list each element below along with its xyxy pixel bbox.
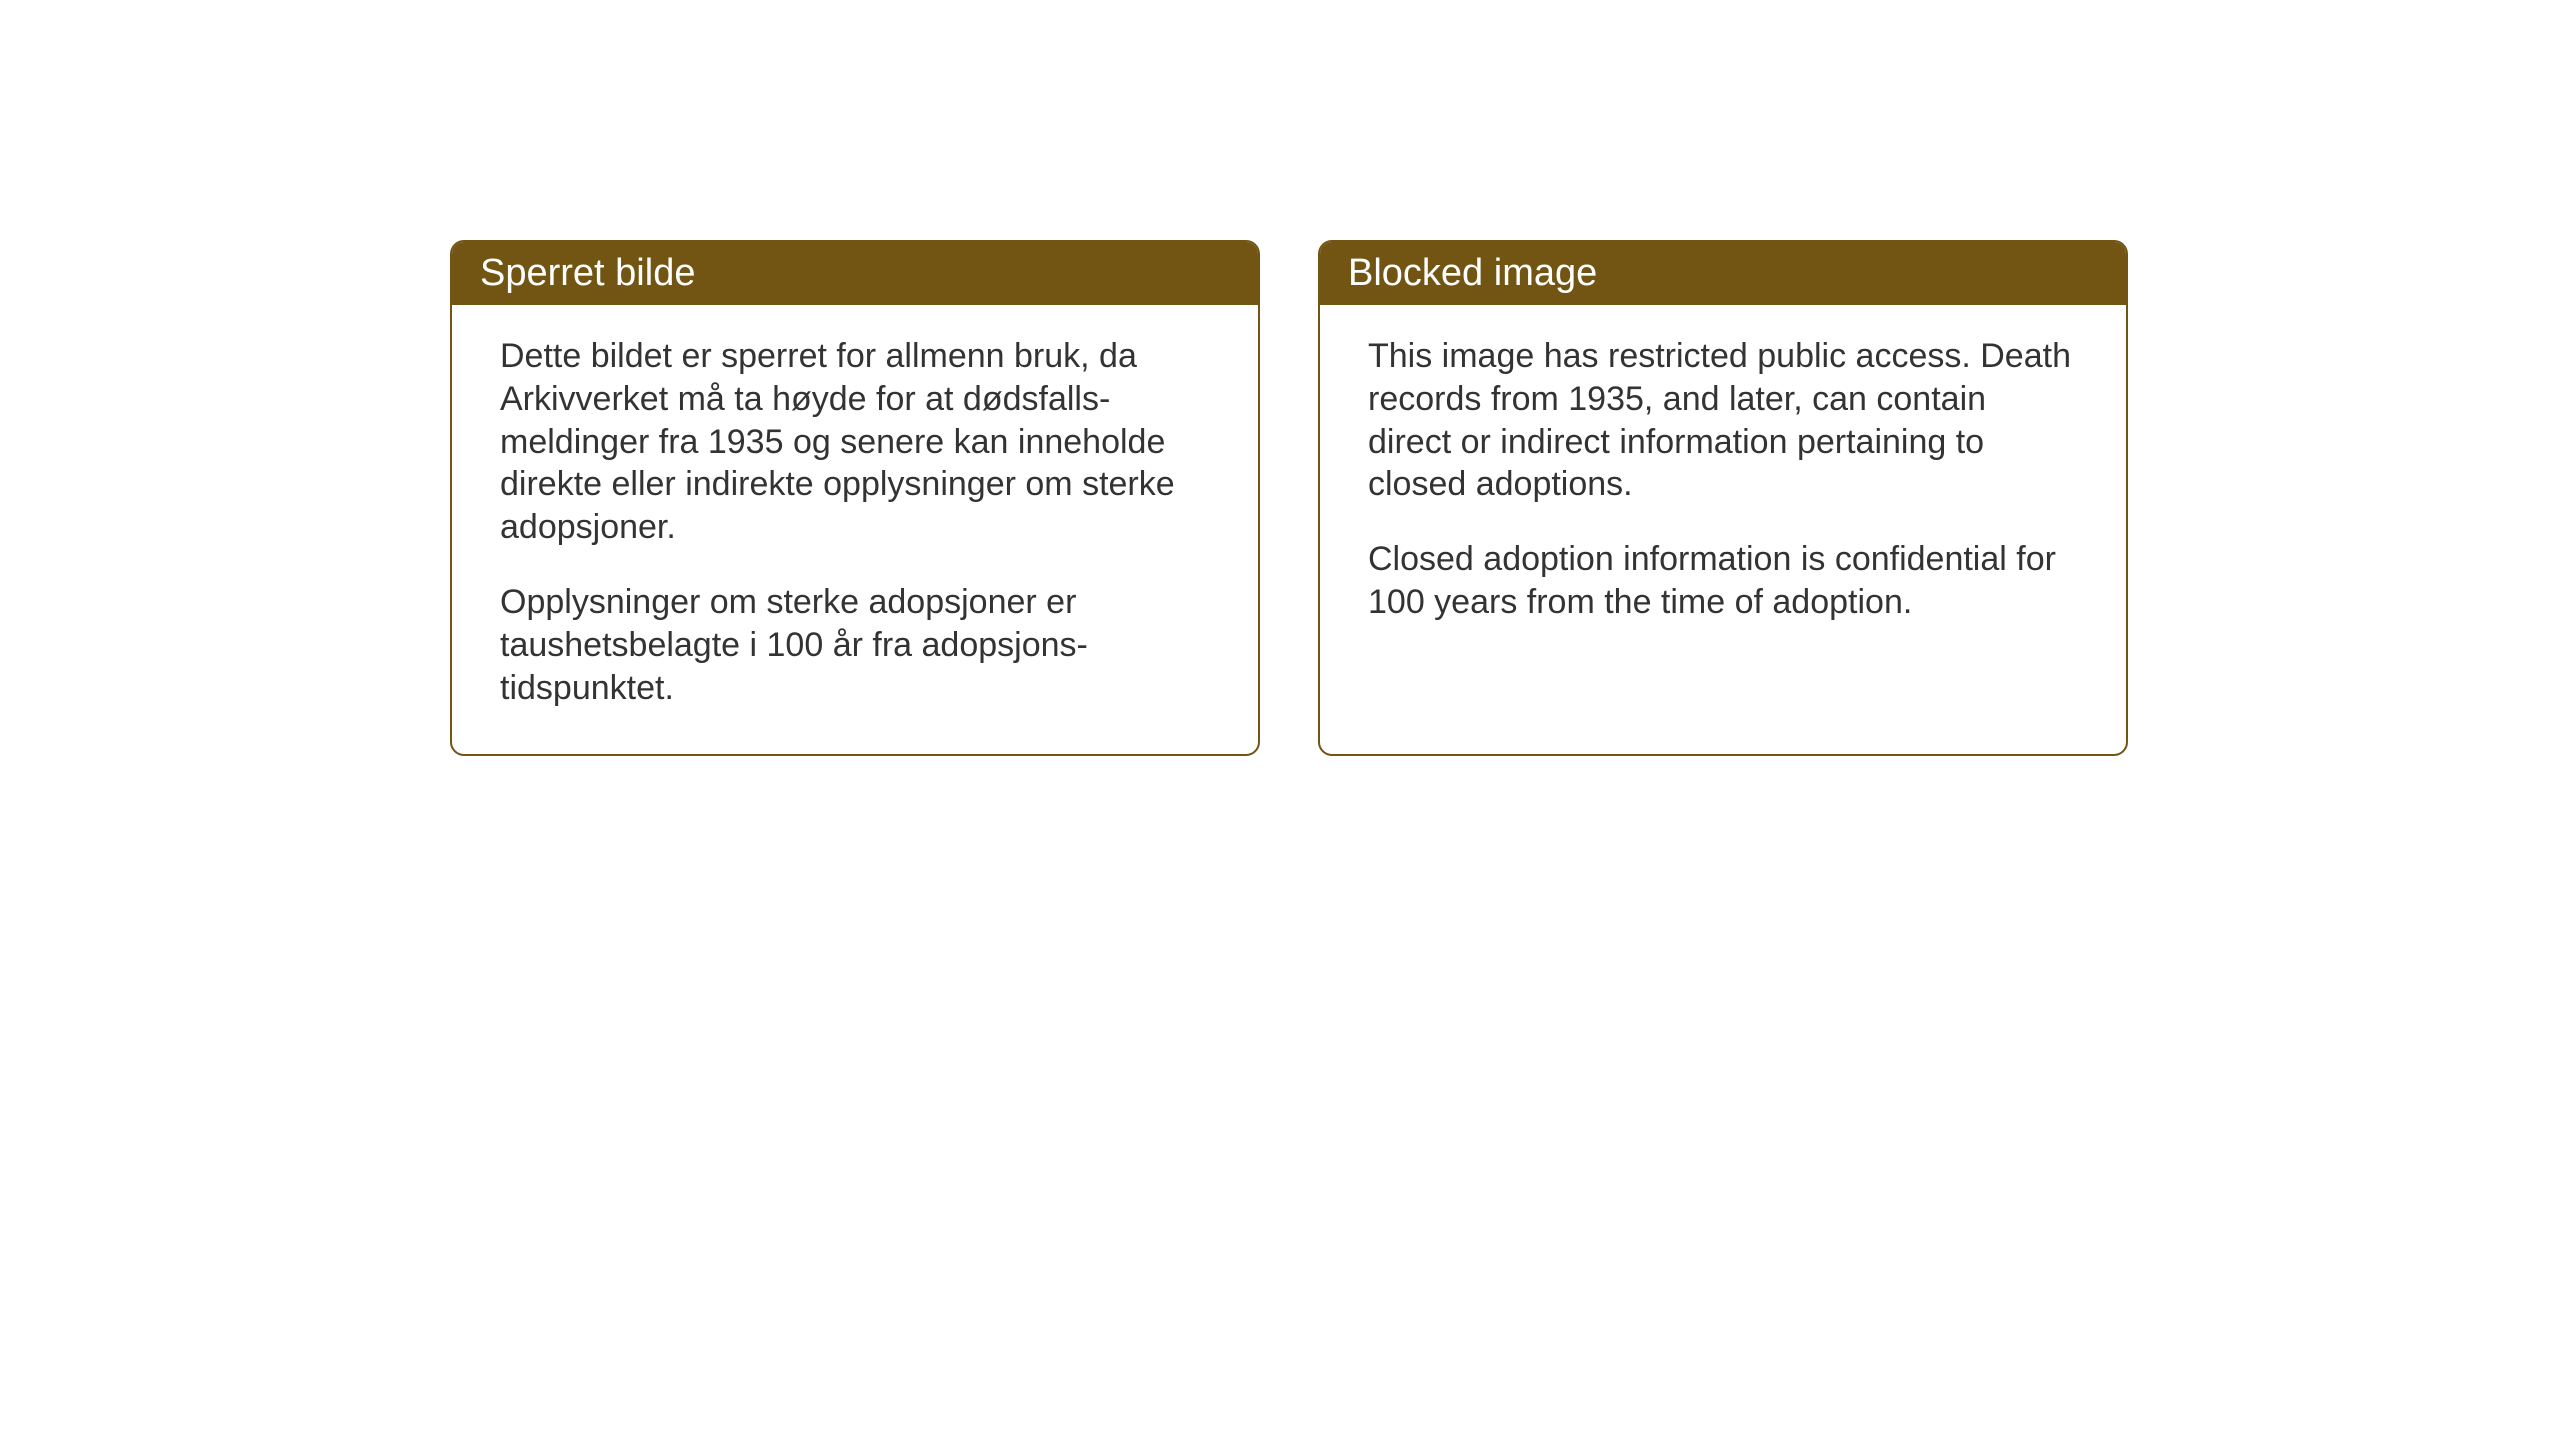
norwegian-paragraph-2: Opplysninger om sterke adopsjoner er tau…	[500, 581, 1210, 709]
english-paragraph-1: This image has restricted public access.…	[1368, 335, 2078, 506]
norwegian-notice-card: Sperret bilde Dette bildet er sperret fo…	[450, 240, 1260, 756]
norwegian-paragraph-1: Dette bildet er sperret for allmenn bruk…	[500, 335, 1210, 549]
english-card-body: This image has restricted public access.…	[1320, 305, 2126, 668]
english-card-title: Blocked image	[1320, 242, 2126, 305]
english-paragraph-2: Closed adoption information is confident…	[1368, 538, 2078, 624]
norwegian-card-body: Dette bildet er sperret for allmenn bruk…	[452, 305, 1258, 754]
english-notice-card: Blocked image This image has restricted …	[1318, 240, 2128, 756]
notice-cards-container: Sperret bilde Dette bildet er sperret fo…	[450, 240, 2128, 756]
norwegian-card-title: Sperret bilde	[452, 242, 1258, 305]
